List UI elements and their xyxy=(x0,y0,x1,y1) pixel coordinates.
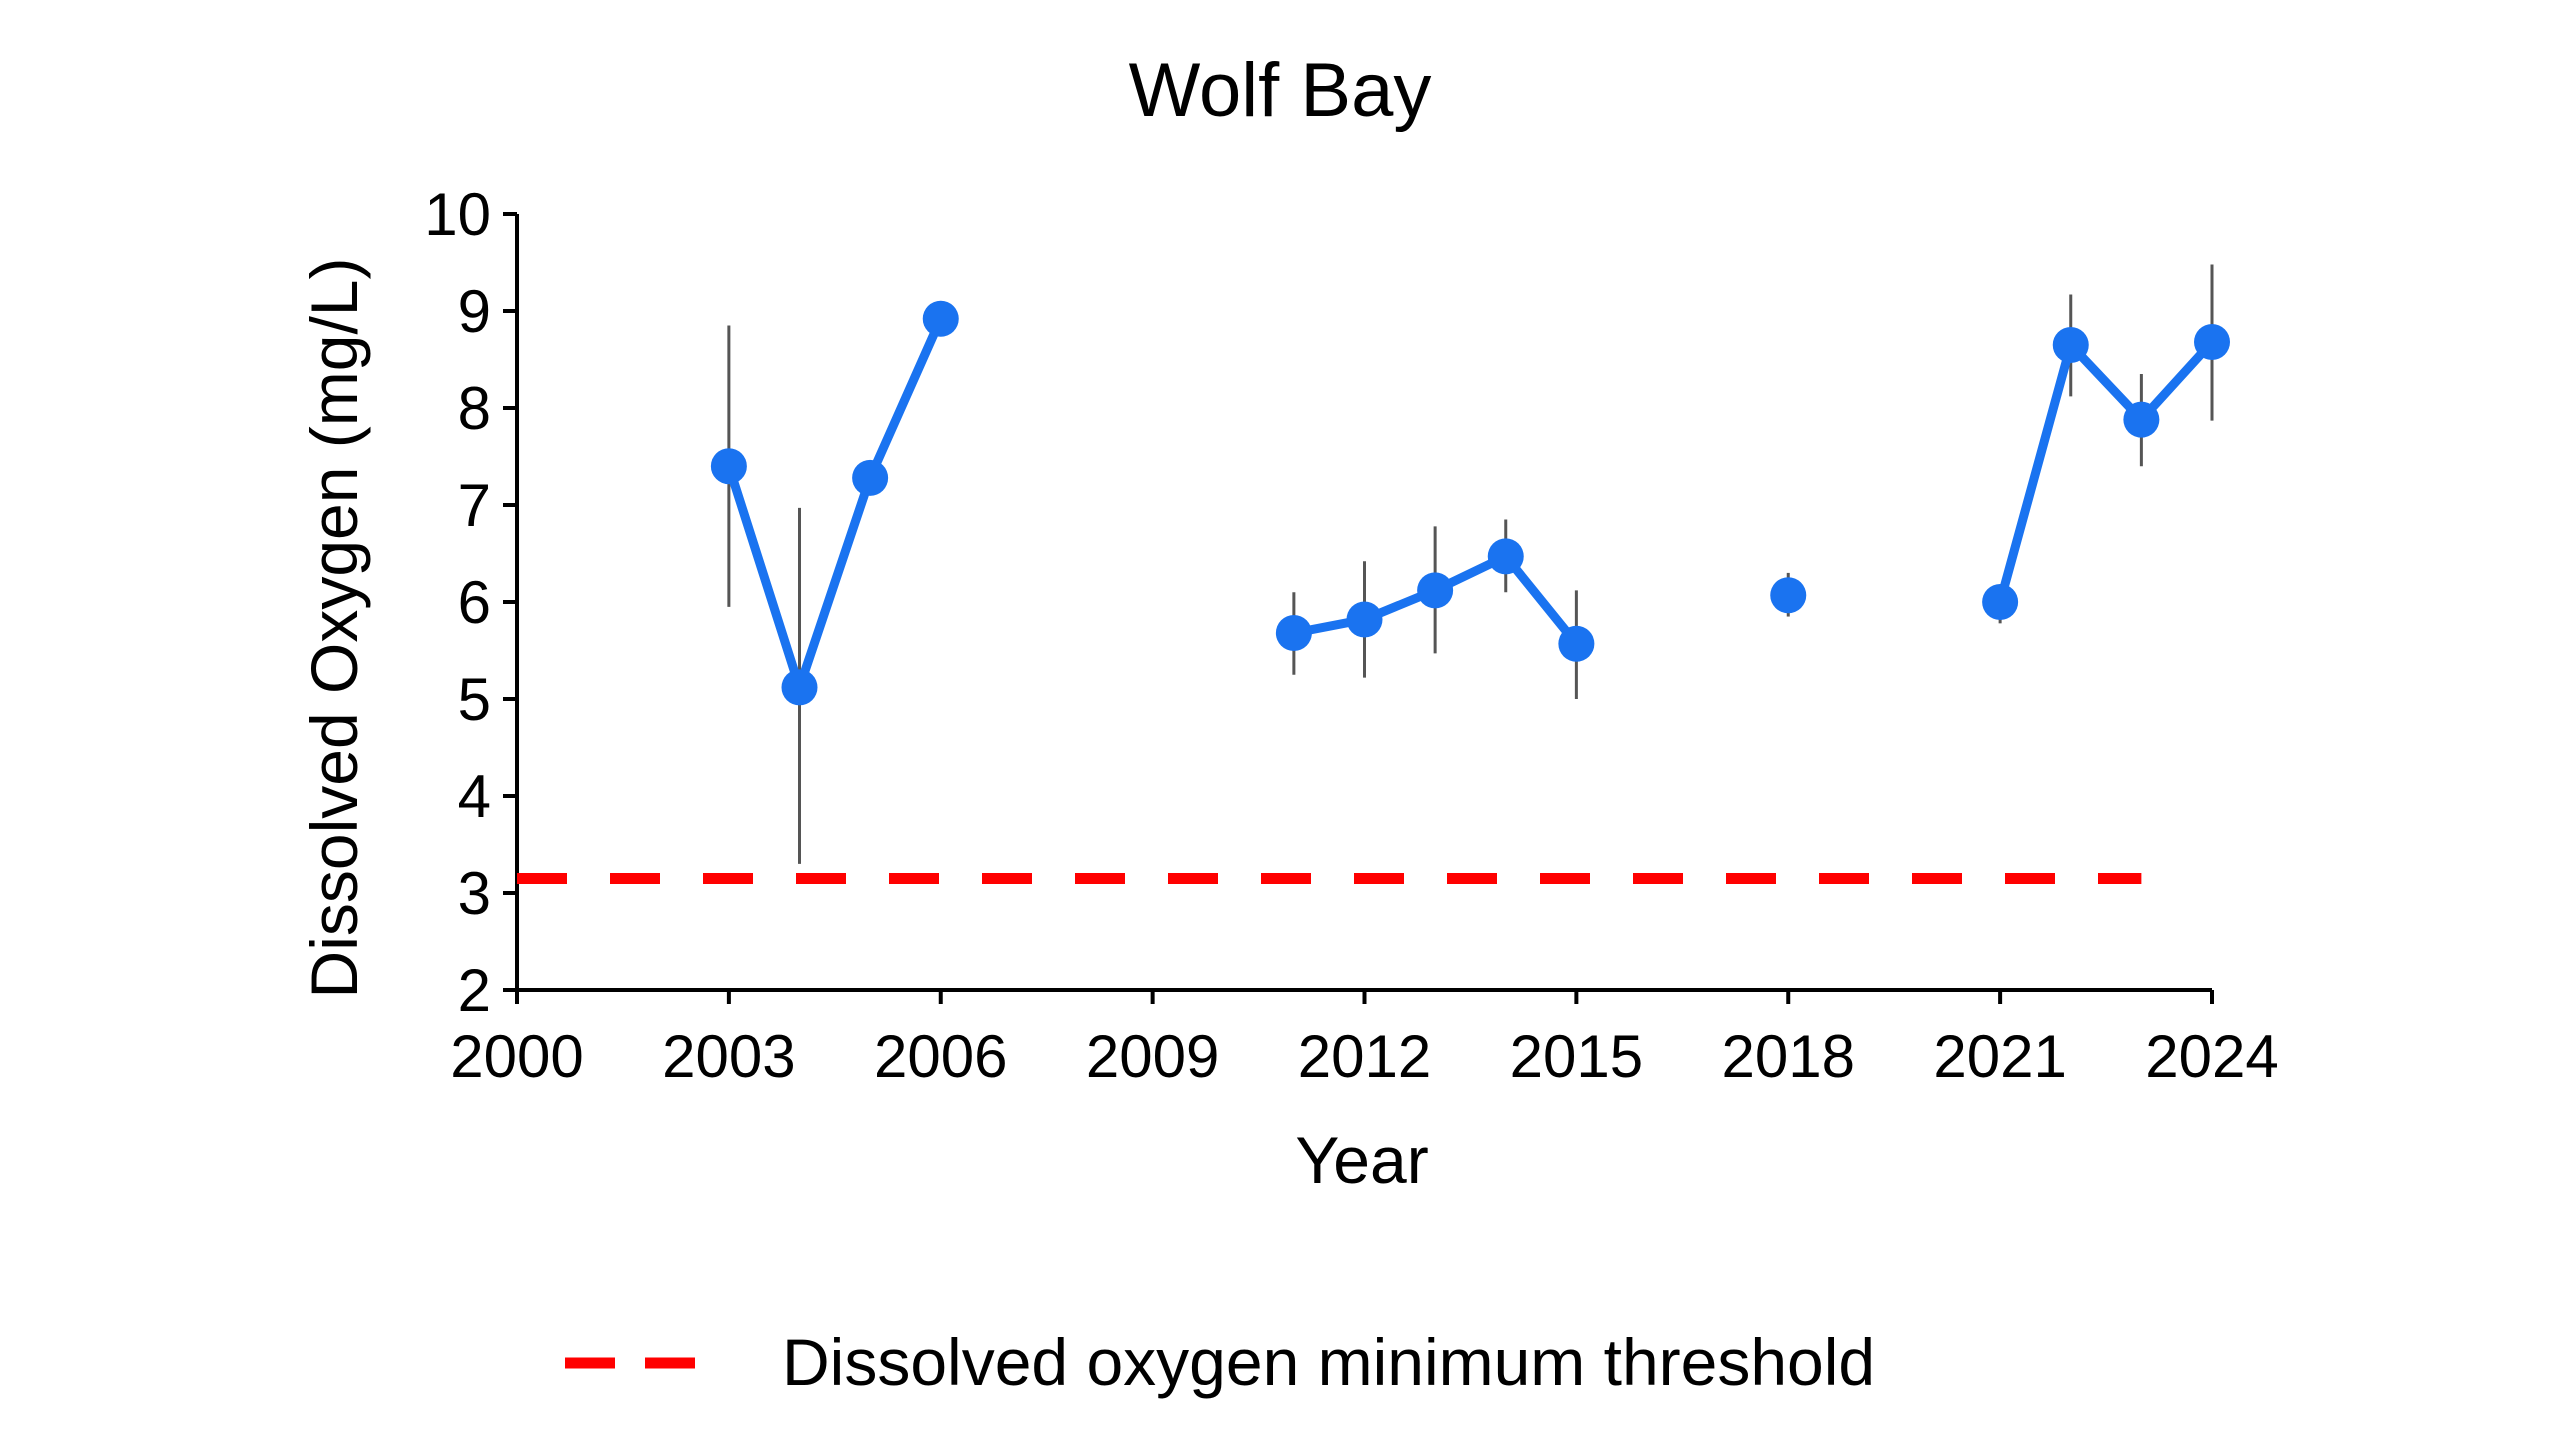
x-tick-label: 2003 xyxy=(662,1023,795,1090)
data-point xyxy=(2194,324,2230,361)
x-tick-label: 2012 xyxy=(1298,1023,1431,1090)
x-tick-label: 2006 xyxy=(874,1023,1007,1090)
data-point xyxy=(922,300,959,337)
legend-threshold-label: Dissolved oxygen minimum threshold xyxy=(782,1325,1875,1399)
data-point xyxy=(1275,615,1312,652)
x-axis-title: Year xyxy=(1295,1123,1428,1197)
y-tick-label: 10 xyxy=(424,181,491,248)
data-point xyxy=(2123,401,2160,438)
x-tick-label: 2021 xyxy=(1933,1023,2066,1090)
y-tick-label: 6 xyxy=(458,569,491,636)
y-tick-label: 9 xyxy=(458,278,491,345)
series-line xyxy=(1995,337,2217,607)
x-tick-label: 2015 xyxy=(1510,1023,1643,1090)
x-tick-label: 2018 xyxy=(1722,1023,1855,1090)
data-point xyxy=(781,669,818,706)
data-point xyxy=(1558,625,1595,662)
legend: Dissolved oxygen minimum threshold xyxy=(565,1325,1875,1399)
data-point xyxy=(2052,326,2089,363)
data-point xyxy=(1346,601,1383,638)
x-tick-label: 2000 xyxy=(450,1023,583,1090)
x-tick-label: 2024 xyxy=(2145,1023,2278,1090)
data-point xyxy=(1417,572,1454,609)
x-tick-label: 2009 xyxy=(1086,1023,1219,1090)
y-tick-label: 2 xyxy=(458,957,491,1024)
chart-title: Wolf Bay xyxy=(1129,48,1432,133)
y-tick-label: 5 xyxy=(458,666,491,733)
y-axis-title: Dissolved Oxygen (mg/L) xyxy=(297,258,371,999)
plot-area: 2 3 4 5 6 7 8 9 10 2000 2003 2006 2009 2012 2015 2018 20… xyxy=(424,181,2278,1090)
data-point xyxy=(710,448,747,485)
data-point xyxy=(1487,538,1524,575)
y-tick-label: 3 xyxy=(458,860,491,927)
data-point xyxy=(1982,584,2019,620)
data-point xyxy=(1770,577,1807,614)
y-tick-label: 8 xyxy=(458,375,491,442)
series-line xyxy=(724,314,946,692)
y-tick-label: 7 xyxy=(458,472,491,539)
y-tick-label: 4 xyxy=(458,763,491,830)
data-point xyxy=(852,459,889,496)
